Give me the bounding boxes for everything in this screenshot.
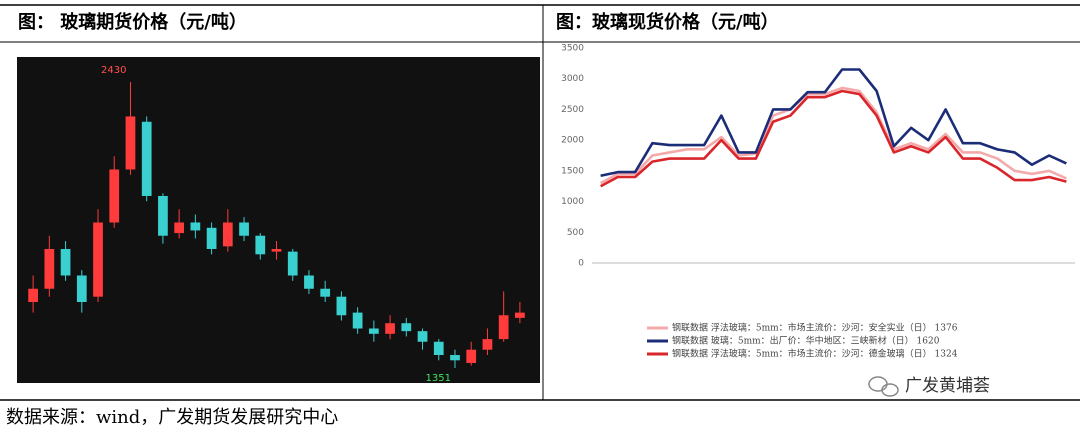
candle-body	[320, 288, 331, 297]
watermark-icon	[868, 376, 899, 397]
candle-body	[158, 195, 168, 236]
candle-body	[28, 288, 38, 302]
y-tick-label: 0	[578, 259, 584, 269]
y-tick-label: 2000	[561, 136, 584, 146]
candle-body	[417, 331, 428, 342]
candle-body	[385, 323, 395, 334]
right-title: 图：玻璃现货价格（元/吨）	[556, 11, 779, 33]
series-line	[600, 68, 1067, 178]
candle-body	[336, 296, 347, 316]
series-line	[600, 86, 1067, 185]
candle-body	[466, 349, 477, 363]
candle-body	[76, 275, 87, 302]
legend-label: 钢联数据 玻璃：5mm：出厂价：华中地区：三峡新材（日） 1620	[672, 335, 940, 347]
legend-label: 钢联数据 浮法玻璃：5mm：市场主流价：沙河：安全实业（日） 1376	[672, 322, 958, 334]
watermark: 广发黄埔荟	[905, 376, 990, 396]
candle-body	[125, 116, 136, 170]
candle-body	[352, 312, 363, 329]
candle-body	[239, 222, 249, 236]
source: 数据来源：wind，广发期货发展研究中心	[6, 407, 338, 428]
candle-body	[271, 248, 282, 252]
candle-body	[190, 222, 201, 231]
legend-label: 钢联数据 浮法玻璃：5mm：市场主流价：沙河：德金玻璃（日） 1324	[672, 348, 958, 360]
series-line	[600, 89, 1067, 188]
candle-body	[141, 121, 152, 196]
candle-body	[450, 355, 460, 361]
high-annotation: 2430	[101, 65, 126, 76]
candle-body	[498, 315, 509, 340]
y-tick-label: 1000	[561, 197, 584, 207]
candle-body	[60, 248, 71, 276]
chart-background	[17, 57, 540, 383]
candle-body	[287, 251, 298, 276]
candle-body	[174, 222, 185, 234]
low-annotation: 1351	[426, 373, 451, 384]
candle-body	[515, 312, 525, 318]
candle-body	[206, 227, 217, 249]
candle-body	[44, 248, 55, 289]
candle-body	[401, 323, 412, 332]
y-tick-label: 2500	[561, 105, 584, 115]
candle-body	[255, 235, 266, 255]
y-tick-label: 500	[567, 228, 584, 238]
y-tick-label: 3500	[561, 44, 584, 54]
left-title: 图： 玻璃期货价格（元/吨）	[18, 11, 247, 33]
y-tick-label: 3000	[561, 74, 584, 84]
y-tick-label: 1500	[561, 166, 584, 176]
candle-body	[368, 328, 379, 334]
candle-body	[222, 222, 233, 247]
candle-body	[93, 222, 103, 297]
candle-body	[109, 169, 120, 223]
candle-body	[304, 275, 314, 289]
candle-body	[482, 339, 493, 350]
candle-body	[433, 341, 444, 356]
